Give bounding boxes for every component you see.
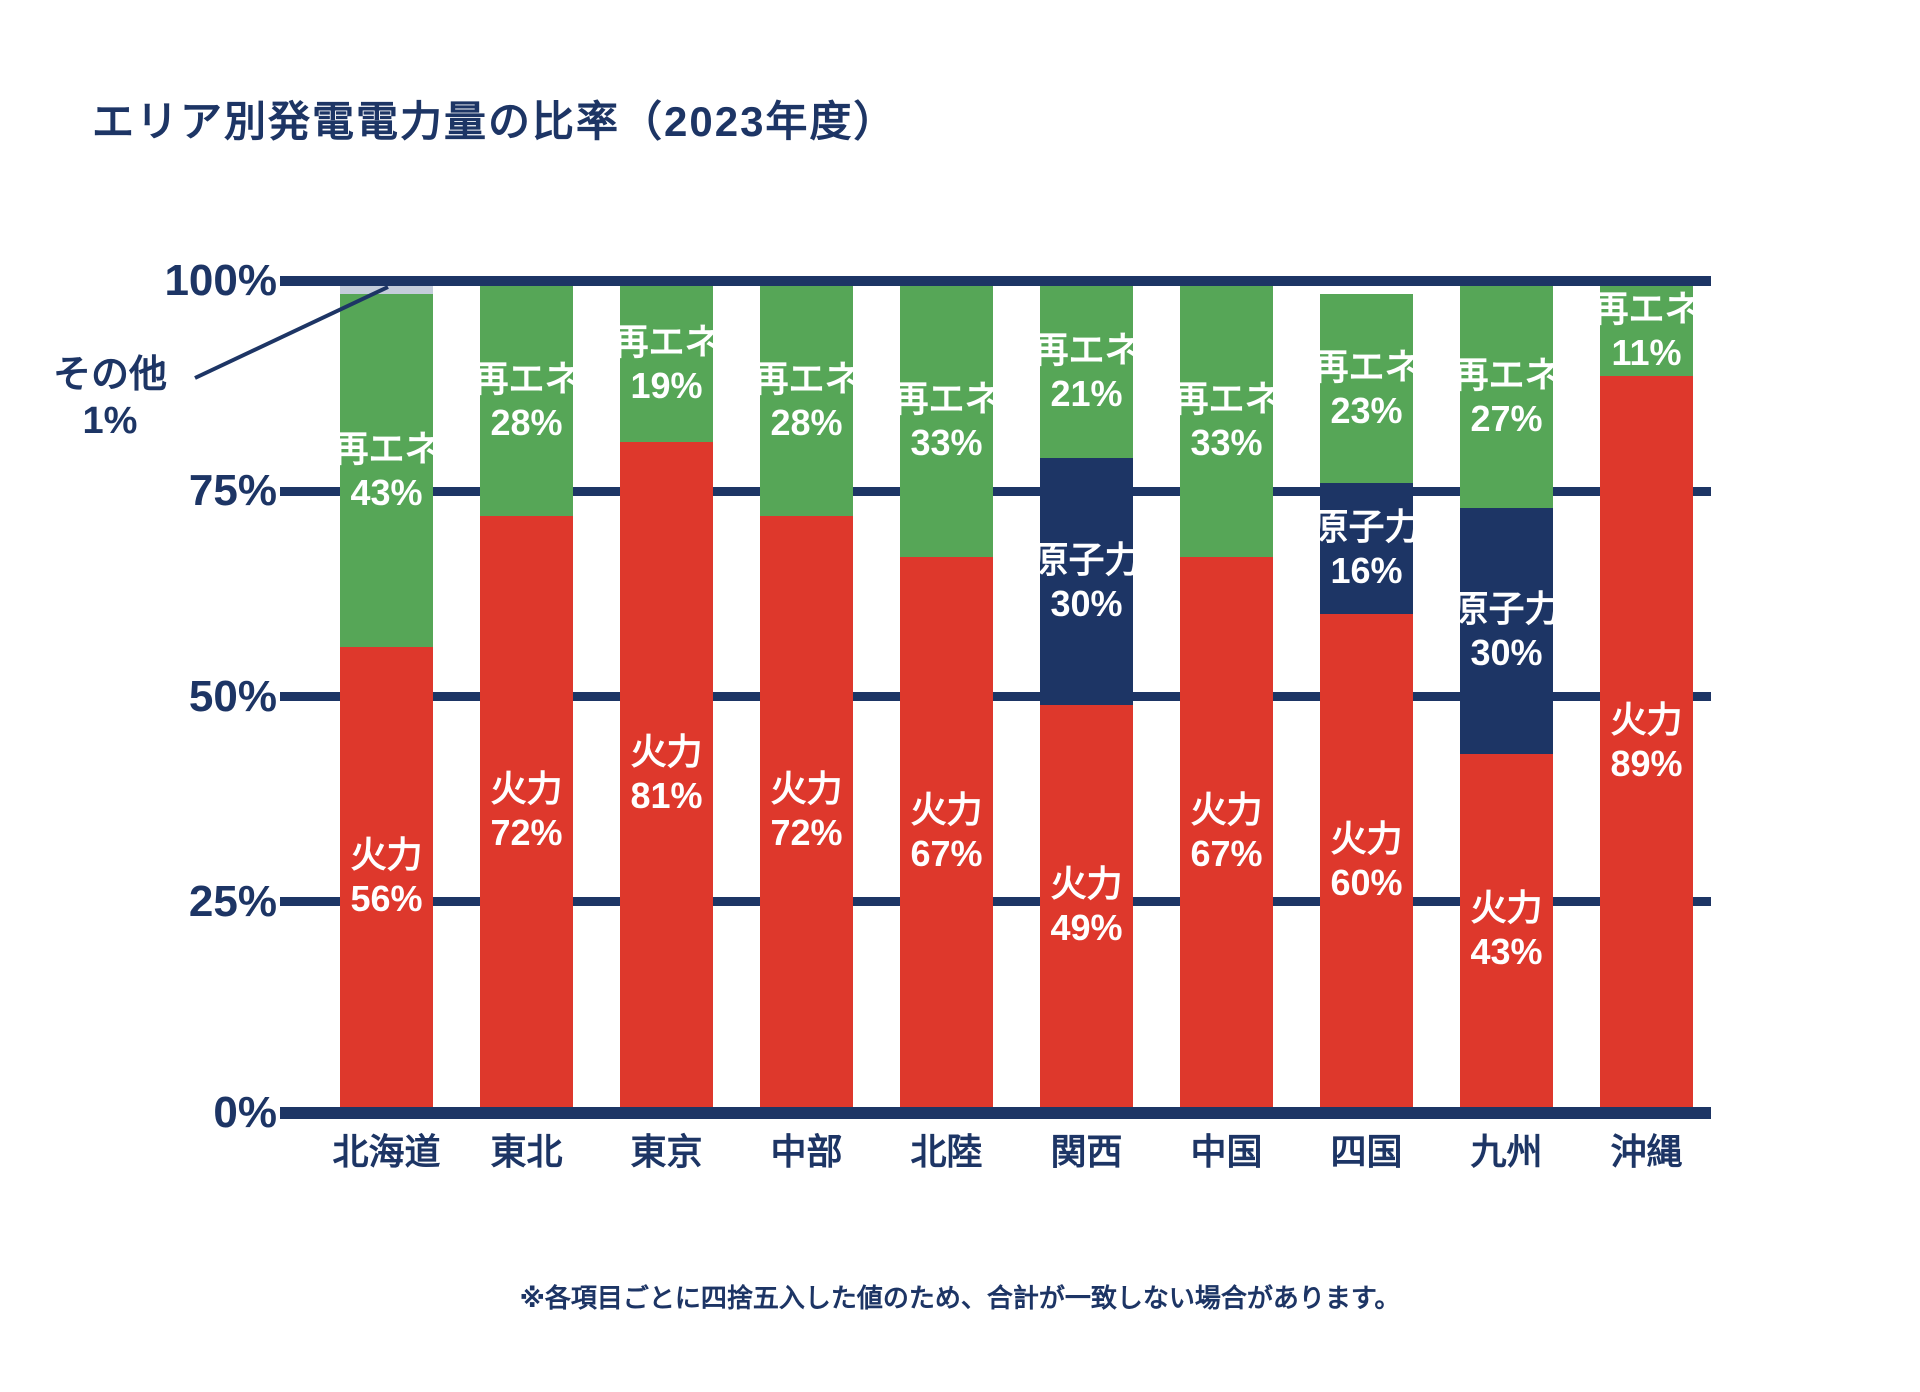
- gridline-75: [280, 486, 1711, 496]
- bar-segment-value: 30%: [1470, 631, 1543, 673]
- y-axis-label-25: 25%: [188, 876, 277, 926]
- bar-segment-value: 30%: [1050, 582, 1123, 624]
- x-axis-label: 東京: [630, 1131, 703, 1172]
- bar-segment-label: 原子力 30%: [1452, 587, 1561, 673]
- bar-segment-label: 再エネ 27%: [1452, 353, 1561, 439]
- bar-segment-label: 火力 72%: [770, 768, 843, 854]
- bar-segment-label: 再エネ 28%: [472, 357, 581, 443]
- y-axis-label-50: 50%: [188, 671, 277, 721]
- x-axis-label: 北海道: [332, 1131, 441, 1172]
- bar-segment-label: 原子力 16%: [1312, 505, 1421, 591]
- gridline-25: [280, 897, 1711, 907]
- other-annotation: その他 1%: [30, 352, 190, 444]
- bar-segment-renewable: 再エネ 33%: [893, 286, 1001, 557]
- x-axis-label: 関西: [1050, 1131, 1123, 1172]
- bar-segment-label: 再エネ 21%: [1032, 329, 1141, 415]
- bar-segment-thermal: 火力 49%: [1040, 704, 1133, 1107]
- bar-segment-thermal: 火力 60%: [1320, 614, 1413, 1107]
- bar-segment-value: 21%: [1050, 373, 1123, 415]
- bar-segment-nuclear: 原子力 30%: [1453, 507, 1561, 754]
- bar-segment-label: 再エネ 33%: [892, 378, 1001, 464]
- x-axis-label: 東北: [490, 1131, 563, 1172]
- x-axis-label: 北陸: [910, 1131, 983, 1172]
- bar-segment-thermal: 火力 67%: [1180, 556, 1273, 1107]
- y-axis-label-100: 100%: [164, 256, 277, 305]
- bar-segment-label: 再エネ 28%: [752, 357, 861, 443]
- bar-segment-label: 再エネ 33%: [1172, 378, 1281, 464]
- bar-segment-value: 60%: [1330, 861, 1403, 903]
- bar-segment-renewable: 再エネ 28%: [753, 286, 861, 516]
- bar-segment-value: 81%: [630, 775, 703, 817]
- bar-segment-thermal: 火力 81%: [620, 441, 713, 1107]
- chart-title: エリア別発電電力量の比率（2023年度）: [92, 98, 898, 145]
- bar-segment-nuclear: 原子力 16%: [1313, 483, 1421, 615]
- bar-segment-thermal: 火力 56%: [340, 647, 433, 1107]
- bar-segment-value: 28%: [490, 401, 563, 443]
- bar-segment-thermal: 火力 89%: [1600, 376, 1693, 1107]
- bar-segment-value: 67%: [1190, 832, 1263, 874]
- bar-segment-renewable: 再エネ 23%: [1313, 294, 1421, 484]
- bar-segment-label: 再エネ 19%: [612, 320, 721, 406]
- bar-segment-label: 火力 49%: [1050, 862, 1123, 948]
- bar-segment-label: 火力 89%: [1610, 698, 1683, 784]
- bar-segment-renewable: 再エネ 21%: [1033, 286, 1141, 459]
- x-axis-label: 九州: [1470, 1131, 1543, 1172]
- bar-segment-value: 33%: [910, 422, 983, 464]
- bar-segment-thermal: 火力 43%: [1460, 753, 1553, 1107]
- bar-segment-value: 11%: [1611, 332, 1682, 374]
- axis-baseline: [280, 1107, 1711, 1119]
- bar-segment-label: 火力 60%: [1330, 817, 1403, 903]
- bar-segment-value: 72%: [490, 812, 563, 854]
- bar-segment-label: 再エネ 43%: [332, 427, 441, 513]
- bar-segment-value: 28%: [770, 401, 843, 443]
- bar-segment-label: 火力 67%: [1190, 788, 1263, 874]
- axis-top-line: [280, 276, 1711, 286]
- bar-segment-thermal: 火力 72%: [480, 515, 573, 1107]
- bar-segment-label: 原子力 30%: [1032, 538, 1141, 624]
- x-axis-label: 中国: [1190, 1131, 1263, 1172]
- y-axis-label-0: 0%: [213, 1088, 277, 1137]
- bar-segment-value: 43%: [350, 471, 423, 513]
- bar-segment-label: 再エネ 23%: [1312, 345, 1421, 431]
- bar-segment-label: 再エネ 11%: [1592, 288, 1701, 374]
- bar-segment-thermal: 火力 67%: [900, 556, 993, 1107]
- bar-segment-value: 89%: [1610, 742, 1683, 784]
- gridline-50: [280, 692, 1711, 701]
- footnote: ※各項目ごとに四捨五入した値のため、合計が一致しない場合があります。: [519, 1283, 1401, 1313]
- bar-segment-label: 火力 72%: [490, 768, 563, 854]
- bar-segment-renewable: 再エネ 43%: [333, 294, 441, 648]
- bar-segment-value: 19%: [630, 364, 703, 406]
- y-axis-label-75: 75%: [188, 466, 277, 516]
- bar-segment-label: 火力 43%: [1470, 887, 1543, 973]
- bar-segment-other: [340, 286, 433, 295]
- bar-segment-value: 67%: [910, 832, 983, 874]
- bar-segment-label: 火力 67%: [910, 788, 983, 874]
- bar-segment-value: 72%: [770, 812, 843, 854]
- bar-segment-renewable: 再エネ 28%: [473, 286, 581, 516]
- bar-segment-value: 56%: [350, 878, 423, 920]
- bar-segment-renewable: 再エネ 27%: [1453, 286, 1561, 508]
- bar-segment-value: 43%: [1470, 931, 1543, 973]
- bar-segment-label: 火力 56%: [350, 834, 423, 920]
- bar-segment-thermal: 火力 72%: [760, 515, 853, 1107]
- bar-segment-value: 23%: [1330, 389, 1403, 431]
- other-annotation-value: 1%: [82, 400, 138, 442]
- bar-segment-renewable: 再エネ 19%: [613, 286, 721, 442]
- bar-segment-label: 火力 81%: [630, 731, 703, 817]
- bar-segment-renewable: 再エネ 11%: [1593, 286, 1701, 377]
- bar-segment-value: 27%: [1470, 397, 1543, 439]
- x-axis-label: 沖縄: [1610, 1131, 1683, 1172]
- other-annotation-label: その他: [52, 354, 167, 396]
- bar-segment-renewable: 再エネ 33%: [1173, 286, 1281, 557]
- x-axis-label: 中部: [770, 1131, 843, 1172]
- bar-segment-value: 33%: [1190, 422, 1263, 464]
- bar-segment-value: 49%: [1050, 906, 1123, 948]
- x-axis-label: 四国: [1330, 1131, 1403, 1172]
- bar-segment-nuclear: 原子力 30%: [1033, 458, 1141, 705]
- bar-segment-value: 16%: [1330, 549, 1403, 591]
